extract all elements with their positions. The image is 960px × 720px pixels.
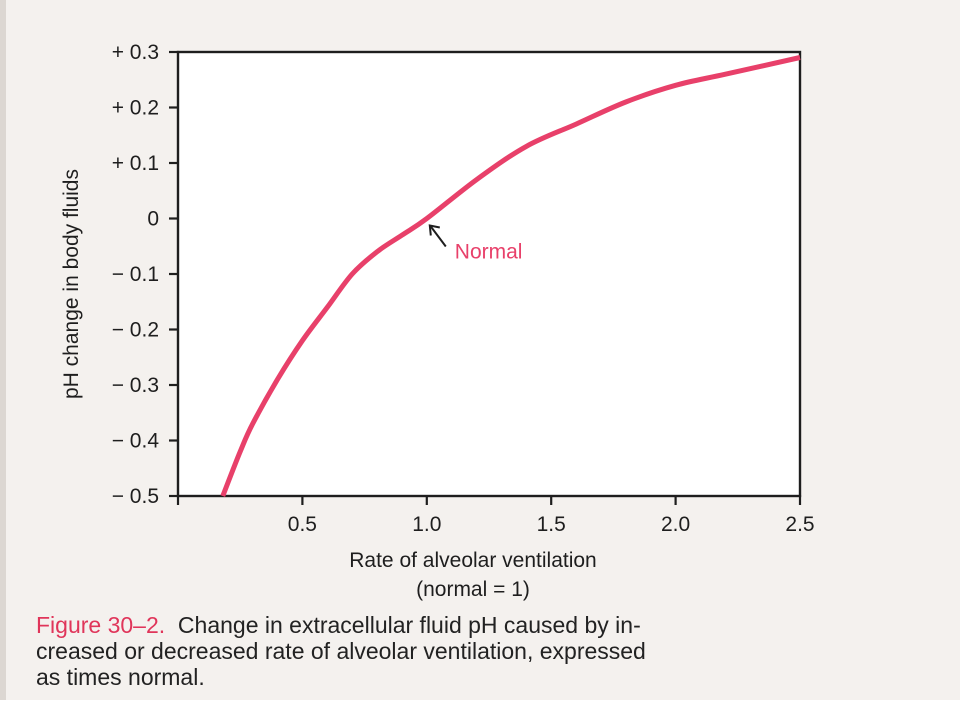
y-tick-label: 0: [147, 208, 159, 231]
series-layer: [220, 55, 801, 497]
x-tick-label: 2.5: [785, 513, 814, 536]
page-edge-shadow: [0, 0, 6, 720]
normal-arrow-head: [428, 224, 440, 236]
x-tick-label: 1.0: [412, 513, 441, 536]
normal-arrow-shaft: [429, 225, 447, 248]
y-tick-label: − 0.5: [112, 485, 159, 508]
plot-frame: [176, 50, 802, 498]
normal-annotation-label: Normal: [455, 241, 523, 264]
y-tick-label: + 0.1: [112, 152, 159, 175]
annotation-layer: Normal: [428, 224, 523, 264]
x-tick-label: 1.5: [537, 513, 566, 536]
y-tick-label: + 0.2: [112, 97, 159, 120]
y-axis-title: pH change in body fluids: [60, 169, 83, 399]
y-tick-label: − 0.2: [112, 319, 159, 342]
figure-caption: Figure 30–2. Change in extracellular flu…: [36, 612, 846, 690]
x-tick-label: 0.5: [288, 513, 317, 536]
y-tick-label: − 0.1: [112, 263, 159, 286]
y-tick-label: − 0.3: [112, 374, 159, 397]
y-axis: + 0.3 + 0.2 + 0.1 0 − 0.1 − 0.2 − 0.3 − 0.4 − 0.…: [112, 41, 179, 508]
caption-line-1: Figure 30–2. Change in extracellular flu…: [36, 612, 846, 638]
caption-line-3: as times normal.: [36, 664, 205, 690]
x-axis: 0.5 1.0 1.5 2.0 2.5: [176, 495, 815, 536]
x-axis-subtitle: (normal = 1): [416, 578, 530, 601]
y-tick-label: + 0.3: [112, 41, 159, 64]
caption-line-2: creased or decreased rate of alveolar ve…: [36, 638, 646, 664]
caption-label: Figure 30–2.: [36, 612, 166, 638]
x-tick-label: 2.0: [661, 513, 690, 536]
x-axis-title: Rate of alveolar ventilation: [349, 549, 596, 572]
ph-change-curve: [220, 55, 801, 497]
caption-text-1: Change in extracellular fluid pH caused …: [177, 612, 641, 638]
page-bottom-margin: [0, 700, 960, 720]
y-tick-label: − 0.4: [112, 430, 160, 453]
